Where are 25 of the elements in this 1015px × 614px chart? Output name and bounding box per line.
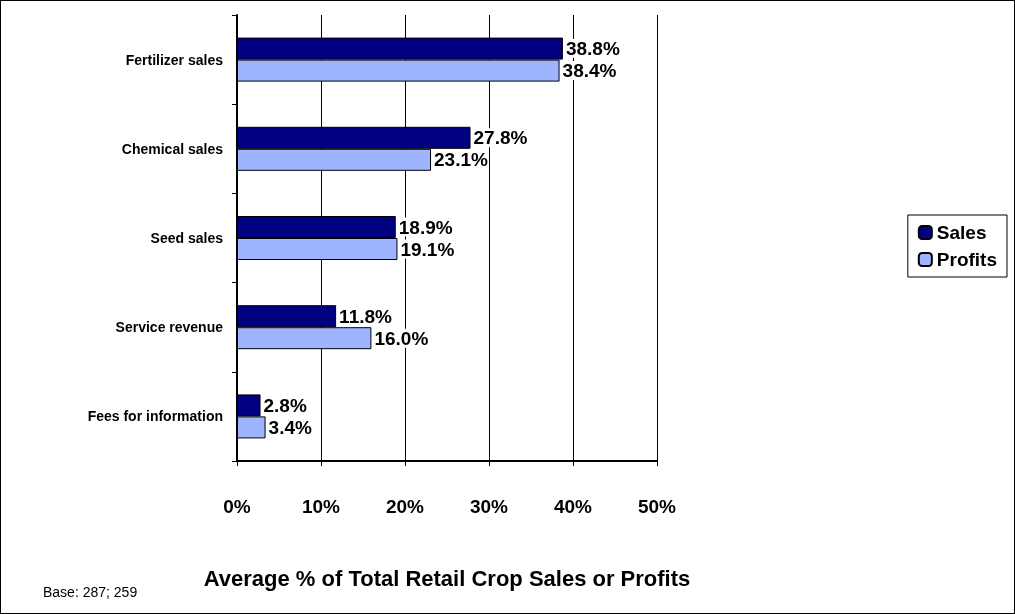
data-label: 38.4%	[562, 60, 617, 82]
data-label: 3.4%	[268, 416, 312, 438]
data-label: 27.8%	[473, 127, 528, 149]
text: Base: 287; 259	[43, 584, 138, 600]
data-label: 19.1%	[400, 238, 455, 260]
x-axis-title: Average % of Total Retail Crop Sales or Profits	[203, 565, 691, 591]
data-label: 18.9%	[398, 216, 453, 238]
legend-label: Sales	[936, 222, 987, 243]
y-tick-label: Chemical sales	[121, 140, 224, 157]
x-tick-label: 40%	[553, 496, 593, 517]
x-tick-label: 0%	[223, 496, 251, 517]
data-label: 2.8%	[263, 394, 307, 416]
x-tick-label: 20%	[385, 496, 425, 517]
y-tick-label: Seed sales	[150, 230, 224, 246]
y-tick-label: Fertilizer sales	[125, 51, 224, 68]
y-tick-label: Service revenue	[115, 319, 224, 336]
x-tick-label: 50%	[637, 496, 677, 517]
data-label: 16.0%	[374, 327, 429, 349]
data-label: 11.8%	[339, 305, 393, 327]
x-tick-label: 10%	[301, 496, 341, 517]
data-label: 23.1%	[434, 149, 489, 171]
x-tick-label: 30%	[469, 496, 509, 517]
legend-label: Profits	[936, 249, 998, 270]
data-label: 38.8%	[565, 38, 620, 60]
y-tick-label: Fees for information	[87, 408, 223, 425]
